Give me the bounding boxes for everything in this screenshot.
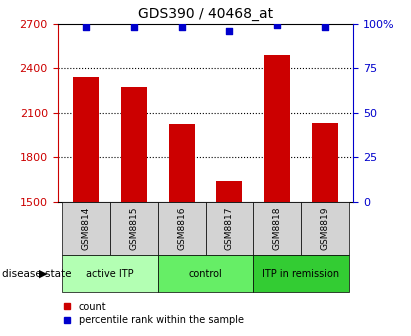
Bar [216, 181, 242, 202]
Bar [62, 202, 110, 255]
Point [178, 25, 185, 30]
Text: GSM8817: GSM8817 [225, 207, 234, 250]
Bar [169, 124, 195, 202]
Bar [73, 77, 99, 202]
Text: GSM8814: GSM8814 [82, 207, 91, 250]
Text: GSM8816: GSM8816 [177, 207, 186, 250]
Bar [110, 202, 158, 255]
Text: ▶: ▶ [39, 269, 47, 279]
Text: active ITP: active ITP [86, 269, 134, 279]
Legend: count, percentile rank within the sample: count, percentile rank within the sample [62, 300, 245, 326]
Bar [206, 202, 253, 255]
Bar [264, 55, 290, 202]
Bar [253, 255, 349, 292]
Bar [253, 202, 301, 255]
Bar [158, 202, 206, 255]
Bar [121, 87, 147, 202]
Bar [312, 123, 338, 202]
Bar [158, 255, 253, 292]
Bar [301, 202, 349, 255]
Point [274, 23, 280, 28]
Text: GSM8815: GSM8815 [129, 207, 139, 250]
Text: GSM8819: GSM8819 [320, 207, 329, 250]
Bar [62, 255, 158, 292]
Text: disease state: disease state [2, 269, 72, 279]
Text: control: control [189, 269, 222, 279]
Point [131, 25, 137, 30]
Text: ITP in remission: ITP in remission [262, 269, 339, 279]
Point [226, 28, 233, 33]
Point [321, 25, 328, 30]
Text: GSM8818: GSM8818 [272, 207, 282, 250]
Title: GDS390 / 40468_at: GDS390 / 40468_at [138, 7, 273, 21]
Point [83, 25, 90, 30]
